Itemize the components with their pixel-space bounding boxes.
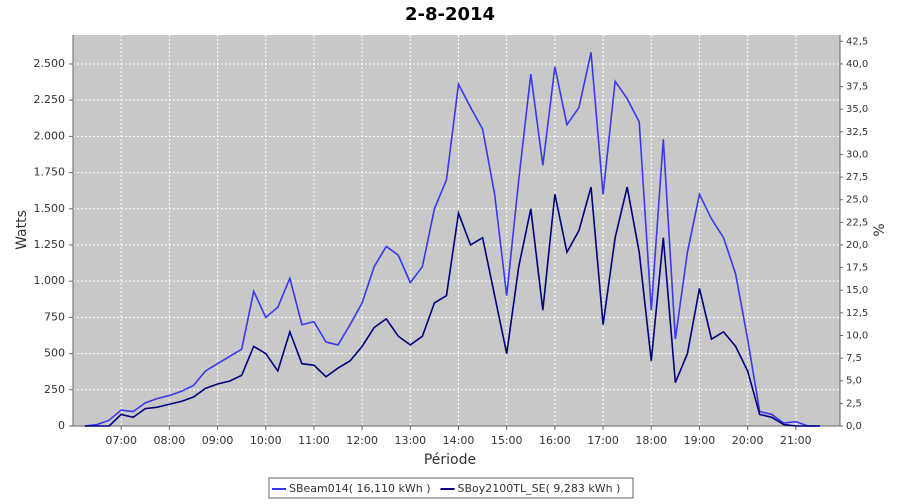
- x-tick-label: 08:00: [154, 434, 186, 447]
- x-tick-label: 19:00: [684, 434, 716, 447]
- y2-tick-label: 2,5: [846, 398, 862, 409]
- x-tick-label: 20:00: [732, 434, 764, 447]
- y-tick-label: 1.500: [34, 202, 66, 215]
- x-tick-label: 09:00: [202, 434, 234, 447]
- legend-label: SBeam014( 16,110 kWh ): [289, 482, 431, 495]
- y2-tick-label: 12,5: [846, 308, 868, 319]
- x-tick-label: 18:00: [635, 434, 667, 447]
- legend-label: SBoy2100TL_SE( 9,283 kWh ): [458, 482, 621, 495]
- y-tick-label: 1.000: [34, 274, 66, 287]
- y2-tick-label: 35,0: [846, 104, 868, 115]
- y-tick-label: 1.750: [34, 166, 66, 179]
- y2-tick-label: 37,5: [846, 82, 868, 93]
- x-axis-title: Période: [424, 452, 476, 468]
- y-tick-label: 0: [58, 419, 65, 432]
- y2-tick-label: 15,0: [846, 285, 868, 296]
- y2-tick-label: 42,5: [846, 36, 868, 47]
- y2-tick-label: 7,5: [846, 353, 862, 364]
- series-line: [85, 186, 820, 427]
- y-tick-label: 750: [44, 310, 65, 323]
- y2-tick-label: 10,0: [846, 330, 868, 341]
- y-tick-label: 500: [44, 347, 65, 360]
- y2-tick-label: 17,5: [846, 263, 868, 274]
- chart-title: 2-8-2014: [405, 4, 495, 25]
- y2-tick-label: 25,0: [846, 195, 868, 206]
- x-tick-label: 21:00: [780, 434, 812, 447]
- y-tick-label: 2.250: [34, 93, 66, 106]
- x-tick-label: 11:00: [298, 434, 330, 447]
- series-line: [84, 52, 820, 427]
- y-axis-title: Watts: [14, 210, 30, 250]
- y2-tick-label: 0,0: [846, 421, 862, 432]
- y2-axis-title: %: [872, 223, 888, 236]
- y-tick-label: 1.250: [34, 238, 66, 251]
- x-tick-label: 13:00: [394, 434, 426, 447]
- x-tick-label: 16:00: [539, 434, 571, 447]
- y-tick-label: 2.000: [34, 129, 66, 142]
- y2-tick-label: 5,0: [846, 376, 862, 387]
- x-tick-label: 15:00: [491, 434, 523, 447]
- y-tick-label: 250: [44, 383, 65, 396]
- y2-tick-label: 30,0: [846, 149, 868, 160]
- x-tick-label: 10:00: [250, 434, 282, 447]
- y2-tick-label: 27,5: [846, 172, 868, 183]
- y2-tick-label: 20,0: [846, 240, 868, 251]
- y2-tick-label: 32,5: [846, 127, 868, 138]
- y2-tick-label: 22,5: [846, 217, 868, 228]
- x-tick-label: 14:00: [443, 434, 475, 447]
- x-tick-label: 12:00: [346, 434, 378, 447]
- y-tick-label: 2.500: [34, 57, 66, 70]
- x-tick-label: 17:00: [587, 434, 619, 447]
- y2-tick-label: 40,0: [846, 59, 868, 70]
- x-tick-label: 07:00: [105, 434, 137, 447]
